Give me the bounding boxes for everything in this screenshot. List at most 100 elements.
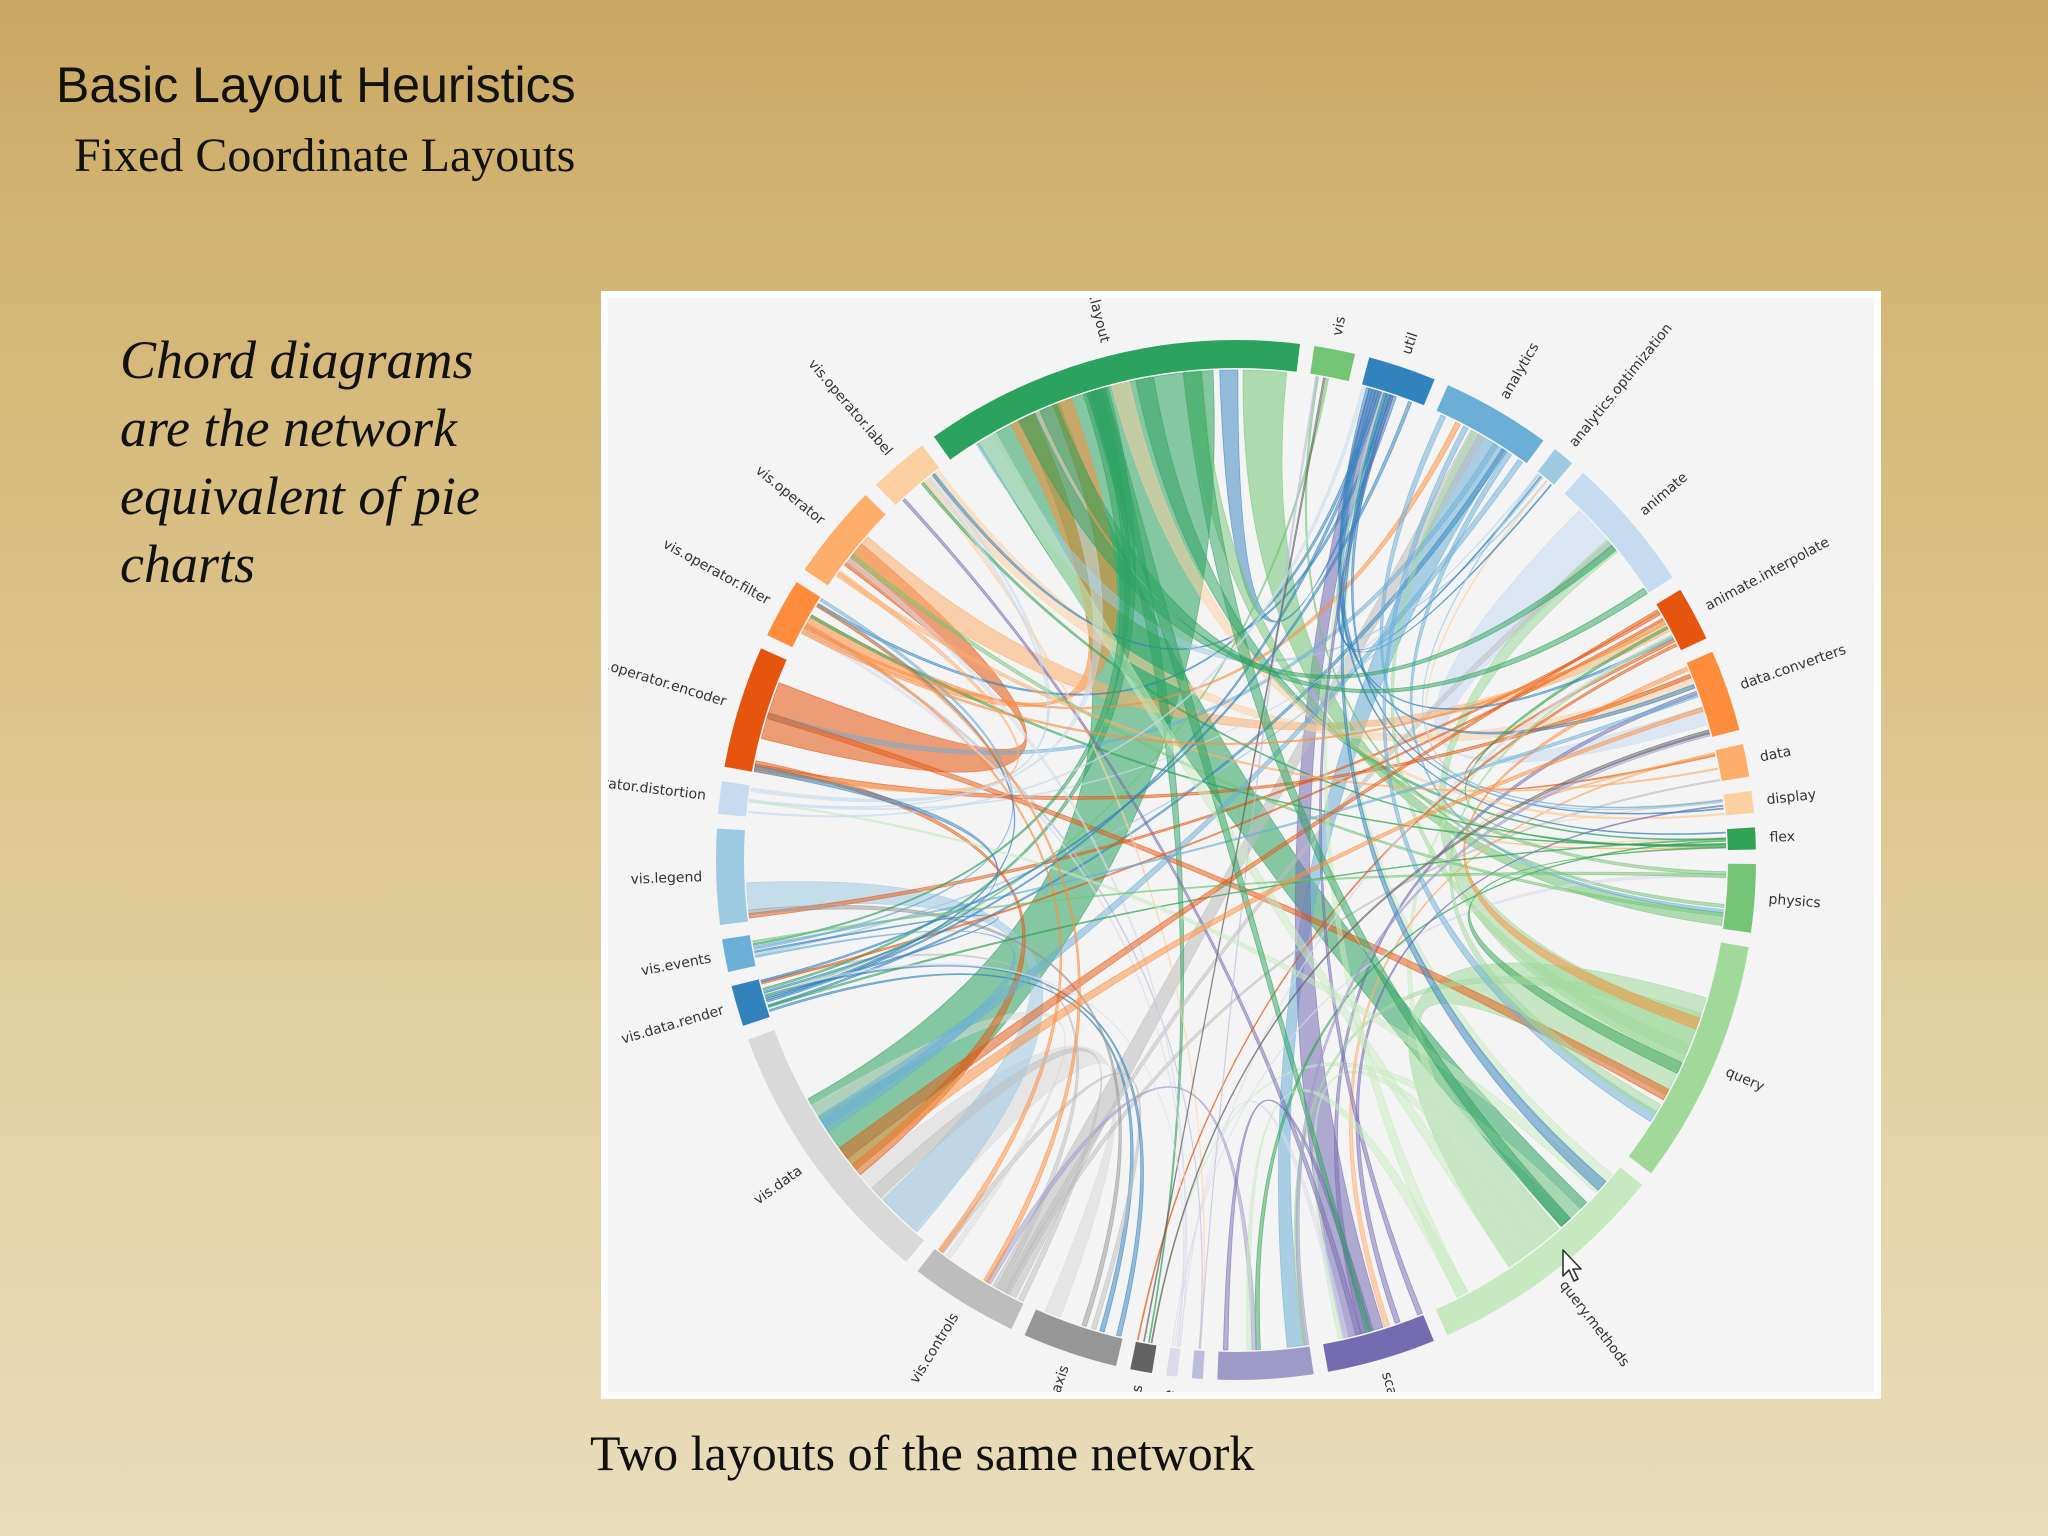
- chord-ribbon: [1017, 412, 1617, 679]
- chord-ribbon: [1182, 370, 1571, 1227]
- chord-group-arc: [724, 648, 787, 772]
- chord-group-label: util: [1399, 330, 1421, 356]
- chord-group-arc: [718, 781, 750, 817]
- chord-ribbon: [1409, 451, 1724, 914]
- chord-group-arc: [716, 828, 748, 925]
- chord-group-arc: [1024, 1309, 1123, 1366]
- chord-ribbon: [1425, 480, 1725, 820]
- chord-group-label: data: [1759, 744, 1793, 766]
- chord-group-arc: [1723, 863, 1756, 933]
- chord-ribbon: [817, 458, 1524, 1128]
- chord-ribbon: [1340, 392, 1607, 1191]
- chord-ribbon: [1464, 625, 1727, 847]
- chord-ribbon: [1390, 430, 1691, 1056]
- chord-group-arc: [1723, 790, 1754, 816]
- chord-group-arc: [1656, 589, 1707, 651]
- chord-arcs: [716, 340, 1756, 1380]
- chord-group-arc: [1191, 1350, 1205, 1379]
- chord-ribbon: [1150, 729, 1710, 1344]
- chord-ribbon: [922, 480, 1205, 1350]
- chord-ribbon: [748, 473, 1539, 811]
- chord-ribbon: [768, 973, 1134, 1333]
- chord-group-label: util.palette: [1153, 1389, 1178, 1392]
- chord-ribbon: [1323, 391, 1469, 1298]
- chord-ribbon: [1245, 1089, 1468, 1351]
- chord-group-arc: [1362, 357, 1435, 406]
- chord-group-arc: [917, 1248, 1024, 1329]
- chord-ribbon: [746, 881, 1044, 1233]
- chord-ribbon: [938, 1072, 1142, 1331]
- chord-group-arc: [1166, 1347, 1181, 1377]
- chord-ribbon: [767, 838, 1726, 1008]
- chord-group-label: flex: [1769, 829, 1795, 846]
- chord-ribbon: [839, 609, 1660, 1160]
- chord-ribbon: [752, 871, 1727, 943]
- chord-group-arc: [1686, 651, 1740, 737]
- chord-group-arc: [1217, 1346, 1314, 1380]
- chord-ribbon: [979, 432, 1520, 1268]
- chord-group-arc: [1436, 385, 1544, 464]
- chord-group-arc: [767, 581, 821, 648]
- chord-group-arc: [1715, 743, 1750, 782]
- chord-ribbon: [802, 398, 1118, 707]
- chord-ribbon: [1242, 369, 1724, 926]
- footer-caption: Two layouts of the same network: [590, 1425, 1255, 1481]
- chord-ribbon: [800, 621, 1667, 745]
- chord-ribbon: [748, 611, 1661, 919]
- chord-group-arc: [1727, 827, 1756, 851]
- chord-ribbon: [849, 553, 1724, 917]
- chord-group-arc: [748, 1029, 924, 1263]
- chord-group-arc: [804, 495, 886, 586]
- slide-title: Basic Layout Heuristics: [56, 57, 576, 113]
- chord-ribbon: [766, 712, 1670, 1101]
- chord-ribbon: [1355, 804, 1724, 1324]
- chord-ribbon: [1422, 473, 1724, 811]
- chord-ribbon: [1463, 666, 1701, 1030]
- chord-ribbon: [1351, 393, 1724, 815]
- chord-group-arc: [1310, 345, 1356, 382]
- chord-ribbon: [764, 377, 1329, 998]
- chord-ribbon: [753, 570, 1020, 793]
- chord-group-arc: [1564, 472, 1673, 593]
- chord-ribbon: [931, 393, 1393, 650]
- chord-ribbons: [746, 369, 1727, 1351]
- chord-group-arc: [1130, 1341, 1157, 1374]
- chord-group-label: display: [1766, 787, 1817, 808]
- chord-ribbon: [754, 914, 999, 1000]
- chord-ribbon: [835, 572, 1719, 792]
- chord-group-arc: [933, 340, 1301, 460]
- chord-ribbon: [1222, 1099, 1374, 1351]
- chord-group-label: physics: [1768, 892, 1821, 912]
- chord-group-arc: [722, 935, 756, 972]
- chord-diagram-figure: vis.operator.layoutvisutilanalyticsanaly…: [608, 298, 1874, 1392]
- chord-ribbon: [767, 448, 1508, 1008]
- chord-ribbon: [1087, 387, 1372, 1333]
- chord-diagram: vis.operator.layoutvisutilanalyticsanaly…: [608, 298, 1874, 1392]
- body-text: Chord diagrams are the network equivalen…: [120, 330, 480, 594]
- chord-group-label: vis.axis: [1121, 1384, 1146, 1392]
- chord-group-arc: [731, 979, 770, 1026]
- chord-ribbon: [755, 930, 1016, 1133]
- chord-group-arc: [1435, 1167, 1643, 1336]
- chord-ribbon: [753, 765, 999, 994]
- chord-group-arc: [875, 445, 940, 506]
- slide-subtitle: Fixed Coordinate Layouts: [74, 129, 576, 182]
- chord-group-arc: [1323, 1314, 1434, 1372]
- chord-group-arc: [1628, 942, 1749, 1174]
- chord-ribbon: [760, 400, 1413, 983]
- chord-ribbon: [1449, 634, 1674, 1116]
- chord-ribbon: [921, 481, 1727, 848]
- chord-group-label: vis.legend: [630, 869, 702, 887]
- chord-ribbon: [805, 622, 1063, 1254]
- chord-ribbon: [871, 1048, 1103, 1302]
- chord-ribbon: [985, 1086, 1258, 1351]
- chord-ribbon: [748, 904, 1122, 1328]
- chord-ribbon: [1254, 839, 1727, 1351]
- chord-ribbon: [763, 963, 1185, 1347]
- chord-ribbon: [847, 707, 1704, 1171]
- chord-ribbon: [816, 603, 1081, 1284]
- chord-group-arc: [1537, 449, 1573, 485]
- chord-ribbon: [1004, 778, 1721, 1295]
- chord-ribbon: [766, 390, 1383, 1003]
- chord-group-label: vis: [1330, 315, 1349, 337]
